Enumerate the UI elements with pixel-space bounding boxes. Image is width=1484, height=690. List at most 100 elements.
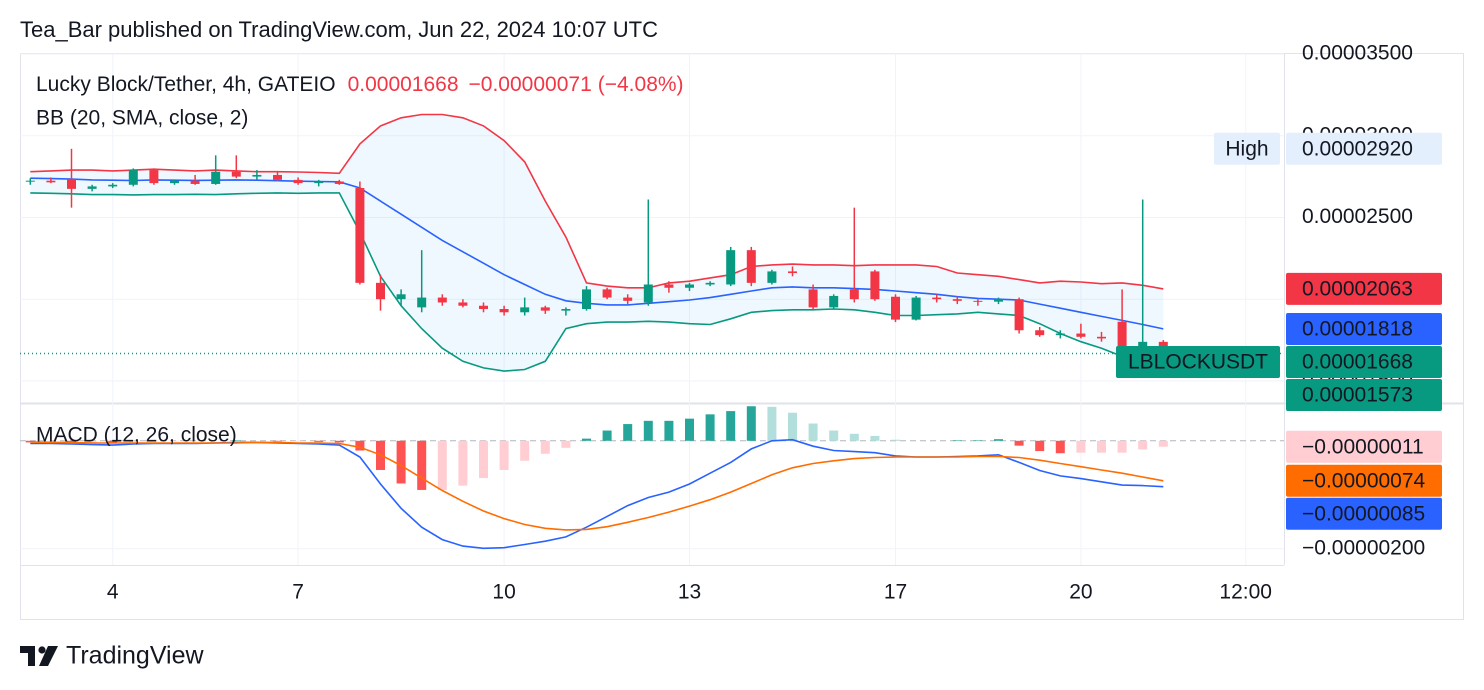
candle-body — [561, 309, 571, 311]
candle-body — [623, 297, 633, 301]
symbol-legend: Lucky Block/Tether, 4h, GATEIO 0.00001668… — [36, 73, 684, 96]
candle-body — [293, 179, 303, 184]
histogram-bar — [46, 440, 56, 442]
price-badges: High 0.00002920 0.00002063 0.00001818 LBLOCK… — [1116, 132, 1442, 530]
histogram-bar — [1035, 440, 1045, 452]
price-badge-text: 0.00001668 — [1302, 350, 1413, 373]
price-badge-text: 0.00002063 — [1302, 277, 1413, 300]
histogram-bar — [108, 440, 118, 443]
candle-body — [767, 271, 777, 283]
price-badge-text: 0.00001818 — [1302, 317, 1413, 340]
high-badge — [1214, 132, 1280, 165]
histogram-bar — [705, 414, 715, 441]
tradingview-logo: TradingView — [20, 642, 205, 670]
candle-body — [211, 171, 221, 184]
price-badge-text: −0.00000011 — [1302, 435, 1424, 458]
histogram-bar — [726, 411, 736, 441]
histogram-bar — [952, 440, 962, 441]
y-tick-label: 0.00003500 — [1302, 42, 1413, 65]
candle-body — [334, 181, 344, 184]
candle-body — [705, 282, 715, 285]
histogram-bar — [1055, 440, 1065, 454]
last-price: 0.00001668 — [348, 73, 459, 96]
price-badge — [1286, 464, 1442, 497]
histogram-bar — [458, 440, 468, 486]
histogram-bar — [746, 406, 756, 441]
histogram-bar — [293, 440, 303, 442]
histogram-bar — [355, 440, 365, 451]
x-tick-label: 10 — [492, 581, 515, 604]
histogram-bar — [190, 440, 200, 442]
candle-body — [808, 289, 818, 308]
candle-body — [25, 180, 35, 182]
symbol-title: Lucky Block/Tether, 4h, GATEIO — [36, 73, 336, 96]
logo-mark — [20, 646, 35, 666]
candle-body — [252, 174, 262, 177]
brand: TradingView — [66, 642, 205, 670]
histogram-bar — [273, 440, 282, 442]
price-change: −0.00000071 — [469, 73, 592, 96]
candle-body — [87, 186, 97, 189]
x-tick-label: 7 — [292, 581, 304, 604]
histogram-bar — [396, 440, 406, 484]
candle-body — [994, 299, 1003, 302]
histogram-bar — [1014, 440, 1024, 446]
candle-body — [952, 299, 962, 301]
x-tick-label: 13 — [678, 581, 701, 604]
histogram-bar — [231, 440, 241, 441]
histogram-bar — [849, 433, 859, 441]
x-tick-label: 4 — [107, 581, 119, 604]
price-badge-text: −0.00000074 — [1302, 469, 1426, 492]
candle-body — [973, 300, 983, 302]
candle-body — [685, 284, 694, 288]
histogram-bar — [829, 430, 839, 441]
histogram-bar — [602, 430, 612, 441]
candle-body — [396, 294, 406, 300]
candle-body — [128, 170, 138, 185]
histogram-bar — [170, 440, 179, 442]
price-badge — [1286, 378, 1442, 411]
histogram-bar — [334, 440, 344, 443]
candle-body — [1076, 333, 1086, 337]
price-badge — [1286, 497, 1442, 530]
histogram-bar — [1158, 440, 1168, 447]
histogram-bar — [25, 440, 35, 443]
candle-body — [746, 250, 756, 283]
candle-body — [664, 284, 674, 288]
high-value-text: 0.00002920 — [1302, 137, 1413, 160]
price-badge — [1286, 430, 1442, 463]
y-tick-label: 0.00002500 — [1302, 205, 1413, 228]
axes: 0.000035000.000030000.000025000.00002000… — [107, 42, 1425, 604]
histogram-bar — [808, 423, 818, 441]
histogram-bar — [891, 439, 900, 441]
price-badge — [1286, 312, 1442, 345]
candle-body — [231, 171, 241, 177]
candle-body — [273, 174, 282, 180]
histogram-bar — [520, 440, 530, 461]
candle-body — [46, 180, 56, 183]
histogram-bar — [767, 406, 777, 441]
candle-body — [1097, 336, 1106, 339]
candle-body — [499, 309, 509, 313]
histogram-bar — [1097, 440, 1106, 453]
candle-body — [108, 184, 118, 187]
legend: Lucky Block/Tether, 4h, GATEIO 0.00001668… — [36, 73, 684, 447]
candle-body — [190, 180, 200, 184]
histogram-bar — [437, 440, 447, 490]
histogram-bar — [1117, 440, 1127, 453]
grid — [20, 53, 1284, 565]
candle-body — [417, 297, 427, 308]
price-badge — [1286, 345, 1442, 378]
histogram-bar — [479, 440, 488, 479]
candle-body — [788, 271, 797, 274]
histogram-bar — [499, 440, 509, 470]
macd-legend: MACD (12, 26, close) — [36, 424, 237, 447]
candle-body — [355, 188, 365, 283]
candle-body — [582, 289, 591, 310]
candle-body — [726, 250, 736, 285]
price-change-percent: (−4.08%) — [598, 73, 684, 96]
high-value-badge — [1286, 132, 1442, 165]
candle-body — [932, 297, 942, 300]
plot-area — [20, 113, 1284, 550]
histogram-bar — [417, 440, 427, 490]
